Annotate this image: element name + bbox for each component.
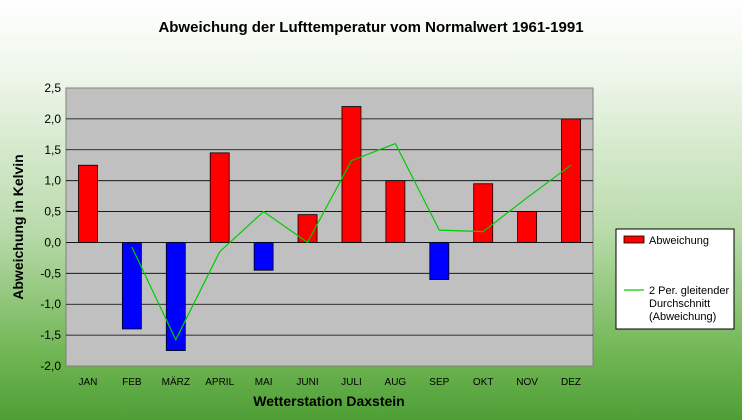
x-tick-label: JAN (79, 377, 98, 388)
gridlines (66, 118, 593, 336)
x-axis-ticks: JAN FEB MÄRZ APRIL MAI JUNI JULI AUG SEP OKT NOV DE… (79, 376, 582, 388)
bar-okt (473, 183, 494, 243)
y-tick-label: -2,0 (40, 359, 61, 373)
x-tick-label: SEP (429, 377, 449, 388)
legend-box (615, 228, 735, 330)
bar-series (78, 106, 581, 351)
chart-title: Abweichung der Lufttemperatur vom Normal… (158, 19, 583, 36)
x-tick-label: MÄRZ (162, 376, 190, 388)
legend-line-label-3: (Abweichung) (649, 311, 716, 323)
x-tick-label: NOV (516, 377, 538, 388)
moving-average-series (131, 142, 572, 342)
bar-sep (429, 242, 450, 280)
legend-line-label-2: Durchschnitt (649, 298, 710, 310)
legend: Abweichung 2 Per. gleitender Durchschnit… (615, 228, 735, 330)
y-tick-label: 2,5 (44, 81, 61, 95)
x-tick-label: OKT (473, 377, 494, 388)
y-tick-label: 1,5 (44, 143, 61, 157)
y-tick-label: 1,0 (44, 174, 61, 188)
x-axis-title: Wetterstation Daxstein (253, 393, 404, 409)
y-tick-label: 0,0 (44, 235, 61, 249)
y-tick-label: -0,5 (40, 266, 61, 280)
bar-feb (121, 242, 142, 330)
bar-märz (165, 242, 186, 351)
bar-aug (385, 180, 406, 243)
y-axis-ticks: 2,5 2,0 1,5 1,0 0,5 0,0 -0,5 -1,0 -1,5 -2,0 (40, 81, 61, 373)
bar-jan (78, 164, 98, 243)
legend-line-label-1: 2 Per. gleitender (649, 285, 729, 297)
plot-area (65, 87, 594, 367)
bar-juli (341, 106, 362, 243)
y-tick-label: 0,5 (44, 205, 61, 219)
y-tick-label: -1,5 (40, 328, 61, 342)
bar-april (209, 152, 230, 243)
bar-nov (517, 211, 538, 243)
x-tick-label: FEB (122, 377, 142, 388)
y-tick-label: -1,0 (40, 297, 61, 311)
y-tick-label: 2,0 (44, 112, 61, 126)
x-tick-label: AUG (385, 377, 407, 388)
x-tick-label: DEZ (561, 377, 581, 388)
bar-mai (253, 242, 274, 271)
x-tick-label: JULI (341, 377, 362, 388)
x-tick-label: APRIL (205, 377, 234, 388)
x-tick-label: JUNI (296, 377, 318, 388)
legend-bar-swatch (623, 235, 645, 244)
moving-average-line (131, 142, 572, 342)
bar-dez (561, 118, 581, 243)
legend-bar-label: Abweichung (649, 235, 709, 247)
x-tick-label: MAI (255, 377, 273, 388)
y-axis-title: Abweichung in Kelvin (10, 154, 26, 299)
